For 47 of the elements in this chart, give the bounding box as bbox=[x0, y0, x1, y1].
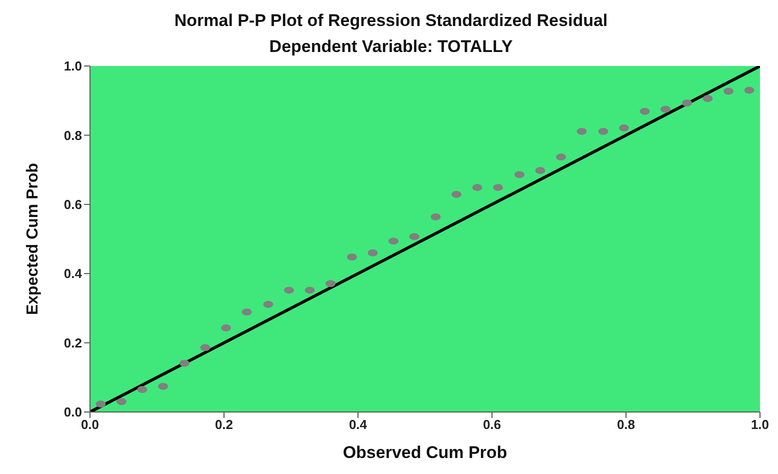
point bbox=[116, 398, 126, 406]
x-tick-label: 0.8 bbox=[616, 417, 636, 432]
point bbox=[744, 86, 754, 94]
x-tick-label: 0.2 bbox=[214, 417, 234, 432]
point bbox=[96, 400, 106, 408]
point bbox=[158, 382, 168, 390]
point bbox=[221, 324, 232, 332]
y-tick-label: 0.2 bbox=[64, 335, 82, 350]
x-tick-label: 0.0 bbox=[80, 417, 100, 432]
point bbox=[137, 386, 148, 394]
point bbox=[451, 190, 462, 198]
point bbox=[514, 171, 524, 178]
point bbox=[598, 128, 608, 135]
x-axis-title: Observed Cum Prob bbox=[342, 443, 508, 462]
point bbox=[535, 166, 546, 174]
x-tick-label: 0.4 bbox=[348, 417, 368, 432]
y-tick-label: 0.0 bbox=[64, 404, 82, 420]
point bbox=[430, 213, 441, 220]
point bbox=[576, 128, 587, 135]
point bbox=[388, 238, 399, 245]
point bbox=[493, 184, 504, 191]
point bbox=[179, 360, 190, 367]
point bbox=[200, 344, 210, 352]
point bbox=[346, 253, 357, 260]
chart-subtitle: Dependent Variable: TOTALLY bbox=[268, 36, 514, 58]
y-tick-label: 0.8 bbox=[64, 128, 82, 143]
x-tick-label: 0.6 bbox=[482, 417, 502, 432]
x-tick-label: 1.0 bbox=[750, 417, 770, 432]
point bbox=[409, 233, 420, 240]
point bbox=[618, 124, 629, 132]
point bbox=[702, 95, 713, 102]
point bbox=[284, 286, 294, 294]
point bbox=[304, 286, 315, 294]
point bbox=[263, 300, 274, 308]
point bbox=[640, 108, 650, 115]
y-tick-label: 0.6 bbox=[64, 197, 82, 212]
point bbox=[724, 88, 734, 95]
point bbox=[682, 100, 692, 107]
y-tick-label: 0.4 bbox=[64, 266, 83, 282]
point bbox=[368, 249, 378, 256]
chart-title: Normal P-P Plot of Regression Standardized Residual bbox=[173, 10, 609, 32]
y-tick-label: 1.0 bbox=[64, 58, 82, 74]
y-axis-title: Expected Cum Prob bbox=[24, 162, 42, 316]
point bbox=[660, 106, 671, 113]
point bbox=[472, 184, 482, 191]
point bbox=[242, 308, 252, 316]
point bbox=[326, 280, 336, 288]
